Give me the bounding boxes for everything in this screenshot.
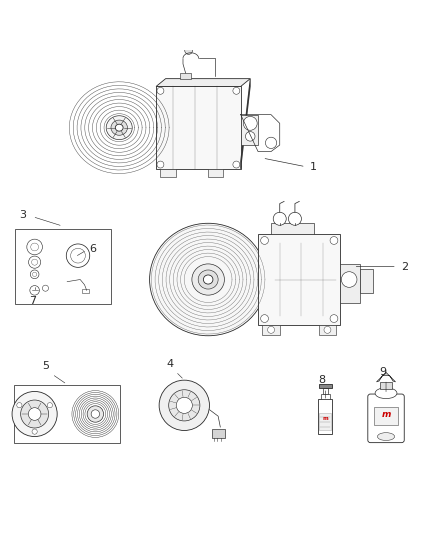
Text: 6: 6 [89,244,96,254]
Bar [258,234,340,325]
Circle shape [233,87,240,94]
Bar [14,385,120,443]
Circle shape [185,46,193,54]
Bar [318,399,332,433]
Ellipse shape [378,433,395,440]
Circle shape [12,391,57,437]
FancyBboxPatch shape [368,394,404,442]
Bar [262,325,280,335]
Circle shape [330,237,338,244]
Circle shape [87,406,103,422]
Bar [271,223,314,234]
Bar [82,289,89,293]
Bar [212,429,225,438]
Bar [381,382,392,389]
Bar [340,264,360,303]
Text: 5: 5 [42,361,49,372]
Bar [374,407,398,425]
Polygon shape [156,79,250,86]
Bar [360,269,373,293]
Circle shape [324,326,331,333]
Circle shape [21,400,49,428]
Bar [160,169,176,177]
Ellipse shape [192,264,224,295]
Circle shape [245,132,255,141]
Circle shape [91,410,99,418]
Text: 3: 3 [19,211,26,220]
Bar [180,73,191,79]
Text: 9: 9 [379,367,387,377]
Circle shape [169,390,200,421]
Bar [322,388,328,393]
Circle shape [157,87,164,94]
Circle shape [265,137,277,149]
Text: 1: 1 [310,161,317,172]
Circle shape [159,380,209,431]
Circle shape [233,161,240,168]
Circle shape [261,237,268,244]
Circle shape [157,161,164,168]
Polygon shape [241,79,250,169]
Text: 2: 2 [401,262,408,271]
Circle shape [330,314,338,322]
Ellipse shape [198,270,218,289]
Circle shape [261,314,268,322]
Circle shape [243,116,257,130]
Ellipse shape [115,124,123,131]
Circle shape [28,408,41,421]
Bar [319,413,332,430]
Ellipse shape [111,120,127,135]
Bar [156,86,241,169]
Circle shape [17,402,22,408]
Circle shape [341,272,357,287]
Circle shape [30,286,39,295]
Bar [241,115,258,145]
Ellipse shape [375,387,397,399]
Bar [208,169,223,177]
Bar [319,325,336,335]
Bar [321,393,330,399]
Text: m: m [381,409,391,418]
Circle shape [268,326,275,333]
Polygon shape [377,373,396,382]
Text: m: m [322,416,328,421]
Ellipse shape [203,275,213,284]
Circle shape [32,429,37,434]
Bar [319,384,332,388]
Circle shape [273,212,286,225]
Ellipse shape [106,116,132,140]
Circle shape [42,285,49,291]
Text: 7: 7 [29,296,36,305]
Text: 4: 4 [166,359,173,369]
Text: 8: 8 [319,375,326,385]
Circle shape [176,397,192,414]
Ellipse shape [150,223,267,336]
Circle shape [47,402,53,408]
Bar [15,229,110,304]
Circle shape [288,212,301,225]
